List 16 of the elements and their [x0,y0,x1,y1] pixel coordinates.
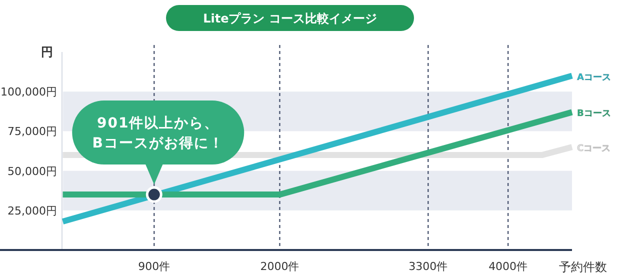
x-axis-title: 予約件数 [559,260,607,273]
y-axis-title: 円 [41,45,53,59]
series-label: Bコース [577,109,611,120]
y-tick-label: 75,000円 [8,125,57,138]
series-label: Cコース [577,144,611,154]
y-tick-label: 25,000円 [8,204,57,218]
x-tick-label: 900件 [138,260,170,273]
y-tick-label: 50,000円 [8,164,57,178]
x-tick-label: 2000件 [260,260,300,273]
chart-title: Liteプラン コース比較イメージ [203,12,377,26]
x-tick-label: 3300件 [408,260,448,273]
series-label: Aコース [577,72,611,83]
callout: 901件以上から、 Bコースがお得に！ [72,100,244,185]
y-tick-label: 100,000円 [0,86,57,99]
annotation: 901件以上から、 Bコースがお得に！ [92,116,224,152]
x-tick-label: 4000件 [488,260,528,273]
